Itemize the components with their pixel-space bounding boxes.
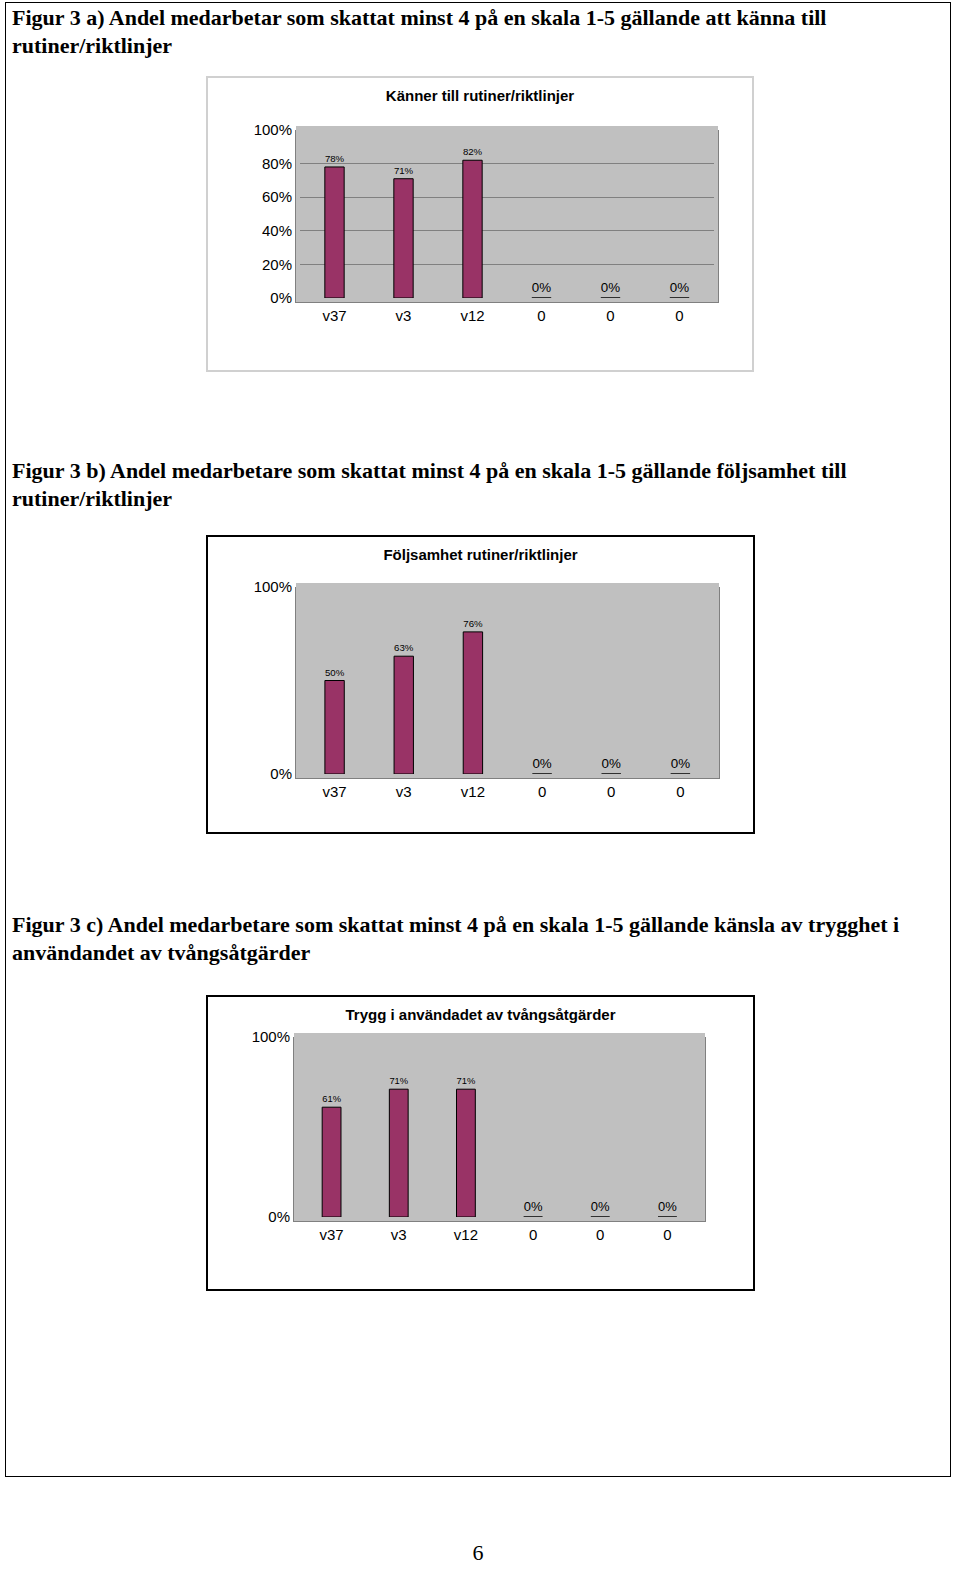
svg-text:0: 0 xyxy=(538,783,546,800)
svg-text:0%: 0% xyxy=(270,289,292,306)
html-text:Figur 3 b) Andel medarbetare s: Figur 3 b) Andel medarbetare som skattat… xyxy=(12,458,847,511)
svg-text:0%: 0% xyxy=(270,765,292,782)
svg-text:v3: v3 xyxy=(396,783,412,800)
svg-text:v37: v37 xyxy=(322,307,346,324)
svg-text:80%: 80% xyxy=(262,155,292,172)
svg-text:0%: 0% xyxy=(524,1199,543,1214)
svg-text:v3: v3 xyxy=(391,1226,407,1243)
svg-text:63%: 63% xyxy=(394,642,414,653)
svg-text:v12: v12 xyxy=(454,1226,478,1243)
svg-text:0%: 0% xyxy=(591,1199,610,1214)
svg-text:78%: 78% xyxy=(325,153,345,164)
svg-text:71%: 71% xyxy=(389,1075,408,1086)
svg-text:61%: 61% xyxy=(322,1093,341,1104)
svg-text:0%: 0% xyxy=(671,756,690,771)
svg-text:0: 0 xyxy=(676,783,684,800)
svg-text:60%: 60% xyxy=(262,188,292,205)
svg-text:v3: v3 xyxy=(396,307,412,324)
svg-text:0%: 0% xyxy=(658,1199,677,1214)
svg-text:71%: 71% xyxy=(394,165,414,176)
svg-text:Följsamhet rutiner/riktlinjer: Följsamhet rutiner/riktlinjer xyxy=(383,546,577,563)
html-text:Figur 3 a) Andel medarbetar so: Figur 3 a) Andel medarbetar som skattat … xyxy=(12,5,827,58)
svg-text:0: 0 xyxy=(529,1226,537,1243)
svg-text:71%: 71% xyxy=(457,1075,476,1086)
svg-text:100%: 100% xyxy=(254,578,292,595)
svg-text:0: 0 xyxy=(607,783,615,800)
svg-text:0: 0 xyxy=(675,307,683,324)
svg-text:Känner till rutiner/riktlinjer: Känner till rutiner/riktlinjer xyxy=(386,87,575,104)
svg-text:100%: 100% xyxy=(254,121,292,138)
svg-text:0%: 0% xyxy=(532,756,551,771)
svg-text:82%: 82% xyxy=(463,146,483,157)
svg-text:0%: 0% xyxy=(670,280,689,295)
svg-text:40%: 40% xyxy=(262,222,292,239)
svg-text:0%: 0% xyxy=(602,756,621,771)
svg-text:Trygg i användadet av tvångsåt: Trygg i användadet av tvångsåtgärder xyxy=(345,1006,615,1023)
svg-text:50%: 50% xyxy=(325,667,345,678)
svg-text:0%: 0% xyxy=(268,1208,290,1225)
svg-text:0%: 0% xyxy=(601,280,620,295)
svg-text:v12: v12 xyxy=(461,783,485,800)
svg-text:0: 0 xyxy=(537,307,545,324)
html-text:6: 6 xyxy=(472,1540,484,1565)
svg-text:20%: 20% xyxy=(262,256,292,273)
svg-text:0: 0 xyxy=(596,1226,604,1243)
svg-text:0: 0 xyxy=(606,307,614,324)
svg-text:v37: v37 xyxy=(322,783,346,800)
html-text:Figur 3 c) Andel medarbetare s: Figur 3 c) Andel medarbetare som skattat… xyxy=(12,912,900,965)
svg-text:76%: 76% xyxy=(463,618,483,629)
svg-text:0: 0 xyxy=(663,1226,671,1243)
svg-text:100%: 100% xyxy=(252,1028,290,1045)
svg-text:v12: v12 xyxy=(460,307,484,324)
svg-text:0%: 0% xyxy=(532,280,551,295)
svg-text:v37: v37 xyxy=(319,1226,343,1243)
